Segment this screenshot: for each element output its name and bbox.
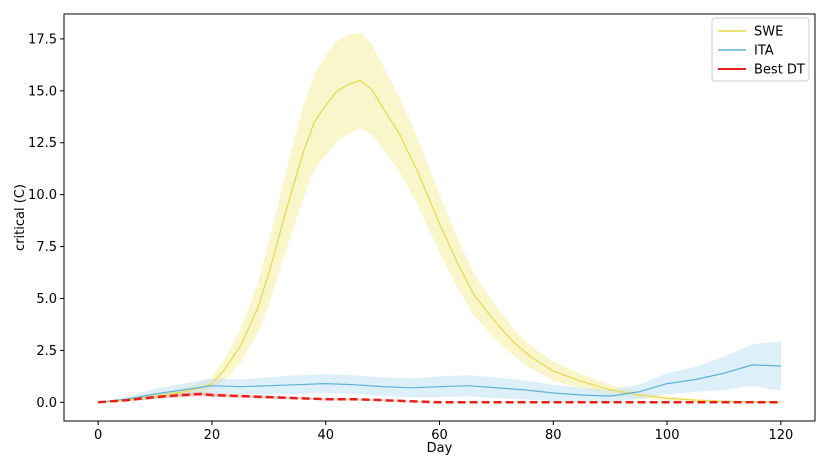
y-tick-label: 0.0 bbox=[36, 396, 57, 411]
legend-label-swe: SWE bbox=[754, 25, 783, 40]
series-lines bbox=[98, 79, 781, 404]
y-axis-ticks: 0.0 2.5 5.0 7.5 10.0 12.5 15.0 17.5 bbox=[28, 32, 64, 411]
swe-band bbox=[98, 32, 781, 403]
x-tick-label: 40 bbox=[317, 428, 334, 443]
legend: SWE ITA Best DT bbox=[711, 17, 810, 82]
best-dt-line bbox=[98, 392, 781, 404]
x-axis-label: Day bbox=[427, 441, 453, 456]
x-tick-label: 20 bbox=[204, 428, 221, 443]
y-tick-label: 12.5 bbox=[28, 136, 57, 151]
x-tick-label: 60 bbox=[431, 428, 448, 443]
y-axis-label: critical (C) bbox=[13, 184, 28, 251]
x-axis-ticks: 0 20 40 60 80 100 120 bbox=[94, 421, 793, 443]
ita-band bbox=[98, 341, 781, 403]
swe-line bbox=[98, 79, 781, 403]
x-tick-label: 80 bbox=[545, 428, 562, 443]
legend-label-ita: ITA bbox=[754, 44, 774, 59]
y-tick-label: 17.5 bbox=[28, 32, 57, 47]
y-tick-label: 15.0 bbox=[28, 84, 57, 99]
x-tick-label: 120 bbox=[768, 428, 793, 443]
y-tick-label: 5.0 bbox=[36, 292, 57, 307]
x-tick-label: 0 bbox=[94, 428, 102, 443]
y-tick-label: 7.5 bbox=[36, 240, 57, 255]
legend-label-best-dt: Best DT bbox=[754, 63, 805, 78]
legend-box bbox=[711, 17, 810, 82]
y-tick-label: 10.0 bbox=[28, 188, 57, 203]
ita-line bbox=[98, 364, 781, 403]
x-tick-label: 100 bbox=[655, 428, 680, 443]
y-tick-label: 2.5 bbox=[36, 344, 57, 359]
